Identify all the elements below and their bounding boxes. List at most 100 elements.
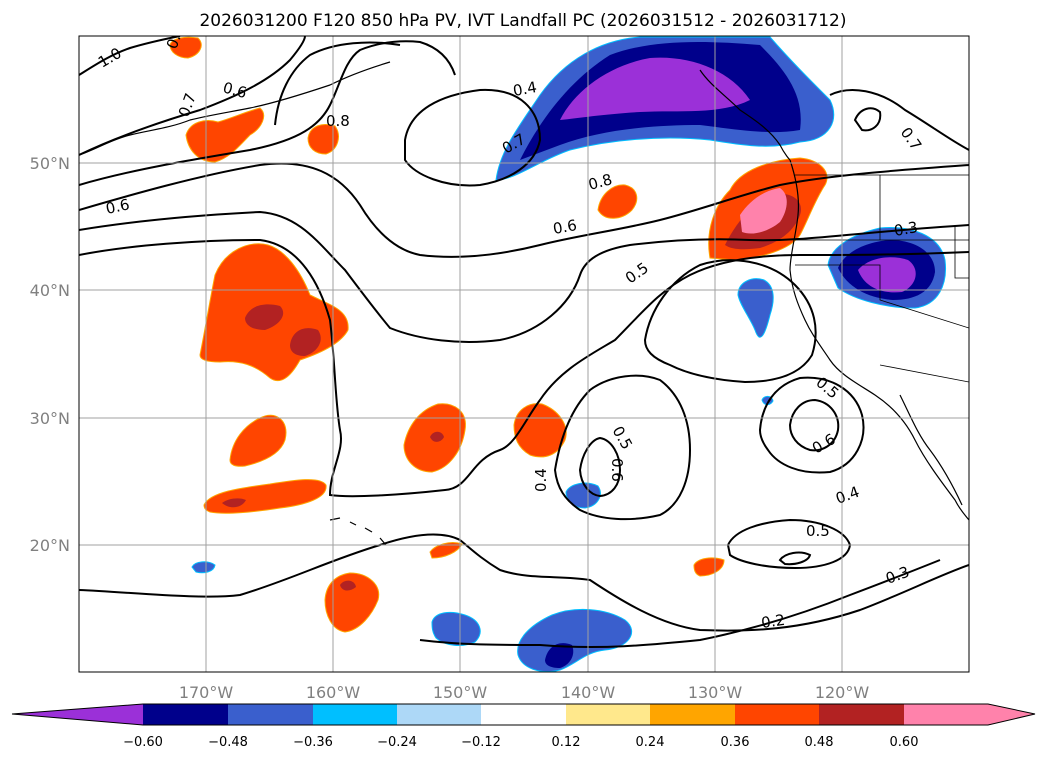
map-panel: 1.0 0.8 0.7 0.6 0.8 0.6 0.4 0.7 0.8 0.7 … [78, 35, 970, 673]
pos-shade-region [169, 36, 202, 59]
contour-line [274, 41, 401, 126]
pos-shade-region [740, 188, 787, 234]
contour-line [419, 559, 941, 649]
colorbar-tick-label: 0.36 [721, 735, 750, 750]
colorbar-tick-label: −0.12 [461, 735, 501, 750]
north-america-coast [789, 159, 969, 521]
pos-shade-region [324, 572, 380, 633]
shading-layer [169, 36, 947, 672]
contour-label: 0.6 [221, 78, 249, 102]
contour-line [79, 210, 969, 343]
contour-line [643, 259, 817, 384]
neg-shade-region [431, 611, 481, 646]
contour-line [404, 88, 542, 187]
colorbar-tick-label: 0.12 [552, 735, 581, 750]
colorbar-tick-label: −0.24 [377, 735, 417, 750]
pos-shade-region [222, 498, 246, 508]
contour-line [79, 36, 306, 156]
us-mexico-border [879, 364, 969, 383]
pos-shade-region [513, 403, 567, 458]
colorbar-segment [566, 704, 650, 725]
pos-shade-region [429, 542, 463, 559]
baja-coast [899, 394, 963, 506]
neg-shade-region [737, 278, 774, 338]
colorbar-extend-high [904, 704, 1035, 725]
pos-shade-region [229, 414, 287, 467]
alaska-coast [79, 61, 391, 156]
contour-line [578, 436, 622, 498]
colorbar-segment [819, 704, 904, 725]
pos-shade-region [340, 580, 356, 591]
lat-axis-labels: 50°N 40°N 30°N 20°N [30, 154, 70, 555]
pos-shade-region [430, 431, 444, 442]
contour-line [553, 374, 692, 521]
colorbar-tick-label: 0.24 [636, 735, 665, 750]
colorbar-tick-label: −0.48 [208, 735, 248, 750]
map-frame [78, 35, 970, 673]
contour-line [79, 533, 969, 632]
colorbar-tick-label: 0.60 [890, 735, 919, 750]
pos-shade-region [290, 328, 321, 356]
pos-shade-region [693, 557, 725, 577]
lat-label: 40°N [30, 281, 70, 300]
contour-label: 0.4 [532, 468, 550, 492]
lon-axis-labels: 170°W 160°W 150°W 140°W 130°W 120°W [179, 683, 870, 702]
lon-label: 130°W [688, 683, 743, 702]
colorbar-segment [397, 704, 481, 725]
contour-label: 0.6 [608, 458, 626, 482]
contour-label: 0.2 [760, 611, 786, 632]
contour-label: 0.4 [512, 78, 539, 100]
contour-line [79, 162, 969, 258]
neg-shade-region [545, 643, 574, 668]
colorbar-outline [11, 703, 1036, 726]
neg-shade-region [191, 561, 216, 574]
coastlines [79, 61, 969, 546]
contour-label: 0.5 [806, 522, 830, 540]
lon-label: 140°W [561, 683, 616, 702]
gridlines [79, 36, 969, 672]
colorbar-segment [313, 704, 397, 725]
contour-label: 0.6 [552, 216, 579, 238]
contour-line [79, 238, 969, 498]
colorbar-segment [143, 704, 228, 725]
pv-contours [79, 36, 969, 649]
contour-label: 0.3 [893, 218, 920, 240]
pos-shade-region [185, 107, 265, 163]
bc-coast [699, 69, 791, 161]
contour-line [829, 89, 969, 151]
contour-line [79, 40, 456, 186]
pos-shade-region [597, 184, 638, 219]
contour-line [788, 398, 840, 452]
state-border [954, 225, 969, 279]
colorbar: −0.60 −0.48 −0.36 −0.24 −0.12 0.12 0.24 … [11, 703, 1036, 750]
contour-label: 0.8 [586, 170, 614, 194]
neg-shade-region [858, 257, 916, 293]
colorbar-ticks: −0.60 −0.48 −0.36 −0.24 −0.12 0.12 0.24 … [123, 735, 918, 750]
contour-line [853, 107, 882, 132]
colorbar-tick-label: −0.60 [123, 735, 163, 750]
contour-label: 0.8 [326, 112, 350, 130]
lon-label: 170°W [179, 683, 234, 702]
map-title: 2026031200 F120 850 hPa PV, IVT Landfall… [199, 11, 846, 31]
lon-label: 120°W [815, 683, 870, 702]
lat-label: 20°N [30, 536, 70, 555]
pos-shade-region [307, 124, 339, 155]
contour-line [79, 36, 181, 76]
contour-label: 0.6 [104, 195, 131, 218]
political-borders [795, 174, 969, 383]
colorbar-segment [228, 704, 313, 725]
colorbar-segment [650, 704, 735, 725]
lon-label: 150°W [433, 683, 488, 702]
contour-line [778, 551, 812, 566]
pos-shade-region [245, 304, 284, 330]
colorbar-tick-label: −0.36 [293, 735, 333, 750]
colorbar-segment [481, 704, 566, 725]
colorbar-tick-label: 0.48 [805, 735, 834, 750]
state-border [795, 264, 969, 329]
lat-label: 30°N [30, 409, 70, 428]
contour-line [758, 376, 865, 474]
lon-label: 160°W [306, 683, 361, 702]
colorbar-extend-low [12, 704, 143, 725]
colorbar-segment [735, 704, 819, 725]
